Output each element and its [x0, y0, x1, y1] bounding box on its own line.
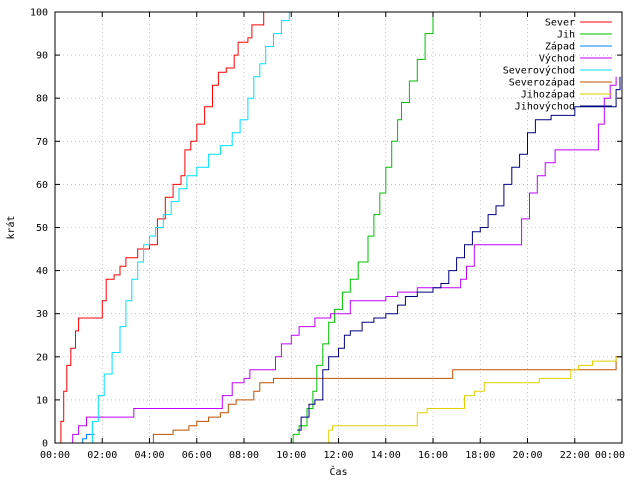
x-tick-label: 06:00	[182, 450, 212, 461]
y-tick-label: 10	[36, 395, 48, 406]
y-tick-label: 70	[36, 137, 48, 148]
y-axis-title: krát	[5, 215, 17, 239]
legend-label: Západ	[545, 41, 575, 53]
y-tick-label: 80	[36, 94, 48, 105]
y-tick-label: 20	[36, 352, 48, 363]
x-tick-label: 18:00	[465, 450, 495, 461]
x-tick-label: 20:00	[512, 450, 542, 461]
x-tick-label: 00:00	[40, 450, 70, 461]
series-line-2	[285, 12, 434, 444]
x-tick-label: 08:00	[229, 450, 259, 461]
y-tick-label: 60	[36, 180, 48, 191]
legend-label: Jihovýchod	[515, 101, 575, 113]
x-tick-label: 22:00	[560, 450, 590, 461]
series-line-5	[86, 12, 290, 444]
legend-label: Sever	[545, 18, 575, 29]
y-tick-label: 90	[36, 51, 48, 62]
x-tick-label: 10:00	[276, 450, 306, 461]
axis-ticks: 0 10 20 30 40 50 60 70 80 90 100 00:00 02:00 04:00 06:…	[30, 8, 625, 462]
y-tick-label: 0	[42, 439, 48, 450]
x-tick-label: 16:00	[418, 450, 448, 461]
legend-label: Jih	[557, 30, 575, 41]
y-tick-label: 30	[36, 309, 48, 320]
series-line-4	[68, 76, 617, 444]
series-line-3	[74, 433, 95, 444]
series-line-1	[57, 12, 265, 444]
x-tick-label: 12:00	[323, 450, 353, 461]
legend-label: Jihozápad	[521, 89, 575, 101]
x-tick-label: 02:00	[87, 450, 117, 461]
series-line-8	[297, 76, 621, 431]
legend: SeverJihZápadVýchodSeverovýchodSeverozáp…	[503, 18, 612, 113]
y-tick-label: 50	[36, 223, 48, 234]
legend-label: Severozápad	[509, 77, 575, 89]
x-axis-title: Čas	[329, 465, 347, 478]
legend-label: Severovýchod	[503, 65, 575, 77]
x-tick-label: 14:00	[371, 450, 401, 461]
x-tick-label: 04:00	[134, 450, 164, 461]
series-line-6	[151, 352, 623, 444]
legend-label: Východ	[539, 53, 575, 65]
x-tick-label: 00:00	[595, 450, 625, 461]
y-tick-label: 40	[36, 266, 48, 277]
series-line-7	[326, 356, 617, 444]
y-tick-label: 100	[30, 8, 48, 19]
